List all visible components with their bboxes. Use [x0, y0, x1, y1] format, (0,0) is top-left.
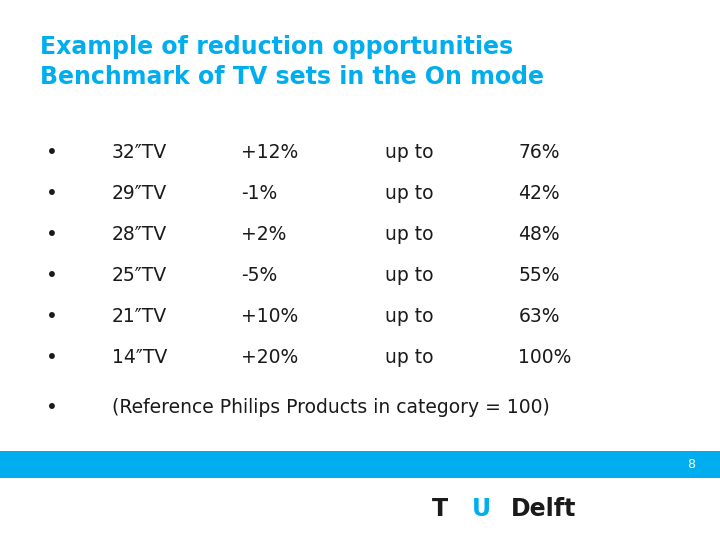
Text: 42%: 42% — [518, 184, 560, 203]
Text: 8: 8 — [687, 458, 695, 471]
Text: 63%: 63% — [518, 307, 560, 326]
Text: 28″TV: 28″TV — [112, 225, 167, 244]
Text: up to: up to — [385, 184, 433, 203]
Text: •: • — [46, 348, 58, 367]
Text: •: • — [46, 184, 58, 203]
Text: Example of reduction opportunities
Benchmark of TV sets in the On mode: Example of reduction opportunities Bench… — [40, 35, 544, 89]
Text: (Reference Philips Products in category = 100): (Reference Philips Products in category … — [112, 398, 549, 417]
Text: 100%: 100% — [518, 348, 572, 367]
Text: 48%: 48% — [518, 225, 560, 244]
Bar — [0, 451, 720, 478]
Text: 14″TV: 14″TV — [112, 348, 167, 367]
Text: T: T — [432, 497, 448, 521]
Text: •: • — [46, 266, 58, 285]
Text: 32″TV: 32″TV — [112, 143, 167, 162]
Text: +10%: +10% — [241, 307, 299, 326]
Text: Delft: Delft — [511, 497, 577, 521]
Text: +2%: +2% — [241, 225, 287, 244]
Text: up to: up to — [385, 307, 433, 326]
Text: 29″TV: 29″TV — [112, 184, 167, 203]
Text: up to: up to — [385, 266, 433, 285]
Text: U: U — [472, 497, 491, 521]
Text: +12%: +12% — [241, 143, 299, 162]
Text: 55%: 55% — [518, 266, 560, 285]
Text: •: • — [46, 307, 58, 326]
Text: •: • — [46, 143, 58, 162]
Text: +20%: +20% — [241, 348, 299, 367]
Text: -5%: -5% — [241, 266, 277, 285]
Text: 21″TV: 21″TV — [112, 307, 167, 326]
Text: •: • — [46, 225, 58, 244]
Text: •: • — [46, 398, 58, 417]
Text: up to: up to — [385, 143, 433, 162]
Text: up to: up to — [385, 348, 433, 367]
Text: up to: up to — [385, 225, 433, 244]
Text: 76%: 76% — [518, 143, 560, 162]
Text: 25″TV: 25″TV — [112, 266, 167, 285]
Text: -1%: -1% — [241, 184, 277, 203]
